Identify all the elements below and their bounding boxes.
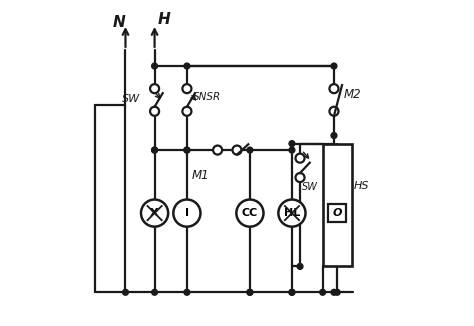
Text: SNSR: SNSR — [193, 92, 222, 102]
Circle shape — [247, 147, 253, 153]
Circle shape — [331, 63, 337, 69]
Text: SW: SW — [122, 94, 140, 104]
Circle shape — [184, 289, 190, 295]
Circle shape — [329, 107, 338, 116]
Circle shape — [184, 147, 190, 153]
Circle shape — [329, 84, 338, 93]
Circle shape — [152, 147, 157, 153]
Circle shape — [150, 107, 159, 116]
Circle shape — [295, 154, 305, 163]
Text: I: I — [185, 208, 189, 218]
Circle shape — [334, 289, 340, 295]
Text: M1: M1 — [192, 169, 210, 182]
Circle shape — [184, 63, 190, 69]
Text: HL: HL — [284, 208, 300, 218]
Circle shape — [247, 289, 253, 295]
Circle shape — [182, 107, 191, 116]
Circle shape — [152, 63, 157, 69]
Circle shape — [289, 147, 295, 153]
Circle shape — [295, 173, 305, 182]
Circle shape — [182, 84, 191, 93]
Circle shape — [247, 289, 253, 295]
Text: N: N — [112, 15, 125, 30]
Circle shape — [141, 200, 168, 227]
Circle shape — [237, 200, 264, 227]
Circle shape — [152, 289, 157, 295]
Circle shape — [232, 145, 242, 155]
Circle shape — [173, 200, 201, 227]
Circle shape — [289, 289, 295, 295]
Text: X: X — [150, 208, 159, 218]
Bar — [323, 144, 352, 266]
Circle shape — [123, 289, 128, 295]
Text: HS: HS — [353, 181, 369, 191]
Bar — [328, 204, 346, 222]
Circle shape — [289, 289, 295, 295]
Circle shape — [184, 147, 190, 153]
Text: SW: SW — [301, 183, 318, 192]
Circle shape — [278, 200, 306, 227]
Circle shape — [213, 145, 222, 155]
Text: CC: CC — [242, 208, 258, 218]
Circle shape — [152, 147, 157, 153]
Circle shape — [320, 289, 326, 295]
Text: H: H — [158, 12, 171, 27]
Text: O: O — [332, 208, 342, 218]
Circle shape — [289, 141, 295, 146]
Circle shape — [297, 263, 303, 269]
Circle shape — [150, 84, 159, 93]
Text: M2: M2 — [344, 88, 361, 101]
Circle shape — [331, 133, 337, 139]
Circle shape — [331, 289, 337, 295]
